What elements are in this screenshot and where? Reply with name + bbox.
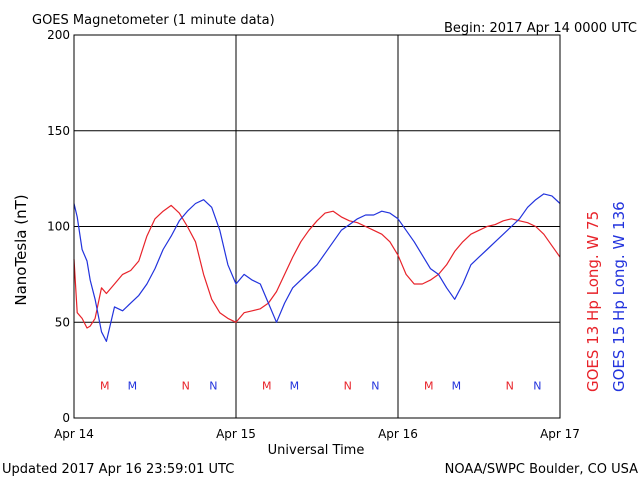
midnight-marker: M — [290, 379, 300, 392]
midnight-marker: M — [262, 379, 272, 392]
chart-title: GOES Magnetometer (1 minute data) — [32, 13, 275, 28]
y-axis-label: NanoTesla (nT) — [12, 194, 30, 305]
x-tick-label: Apr 14 — [54, 427, 94, 441]
noon-marker: N — [506, 379, 514, 392]
x-tick-label: Apr 16 — [378, 427, 418, 441]
begin-time: Begin: 2017 Apr 14 0000 UTC — [444, 21, 637, 36]
y-tick-label: 50 — [55, 315, 70, 329]
plot-frame — [73, 34, 561, 419]
series-line-goes13 — [73, 204, 561, 329]
legend-goes15: GOES 15 Hp Long. W 136 — [610, 201, 628, 392]
y-axis-ticks: 0 50 100 150 200 — [47, 28, 70, 425]
x-axis-ticks: Apr 14 Apr 15 Apr 16 Apr 17 — [54, 427, 580, 441]
midnight-marker: M — [424, 379, 434, 392]
legend-goes13: GOES 13 Hp Long. W 75 — [584, 211, 602, 392]
series-line-goes15 — [73, 193, 561, 342]
updated-time: Updated 2017 Apr 16 23:59:01 UTC — [2, 462, 234, 477]
series-lines — [73, 193, 561, 342]
x-tick-label: Apr 17 — [540, 427, 580, 441]
midnight-marker: M — [452, 379, 462, 392]
y-tick-label: 100 — [47, 220, 70, 234]
y-tick-label: 0 — [62, 411, 70, 425]
noon-marker: N — [533, 379, 541, 392]
midnight-marker: M — [100, 379, 110, 392]
noon-marker: N — [344, 379, 352, 392]
credit: NOAA/SWPC Boulder, CO USA — [445, 462, 638, 477]
midnight-marker: M — [128, 379, 138, 392]
x-axis-label: Universal Time — [268, 443, 365, 458]
y-tick-label: 150 — [47, 124, 70, 138]
grid-lines — [74, 35, 560, 418]
noon-marker: N — [371, 379, 379, 392]
noon-marker: N — [209, 379, 217, 392]
x-tick-label: Apr 15 — [216, 427, 256, 441]
noon-marker: N — [182, 379, 190, 392]
y-tick-label: 200 — [47, 28, 70, 42]
